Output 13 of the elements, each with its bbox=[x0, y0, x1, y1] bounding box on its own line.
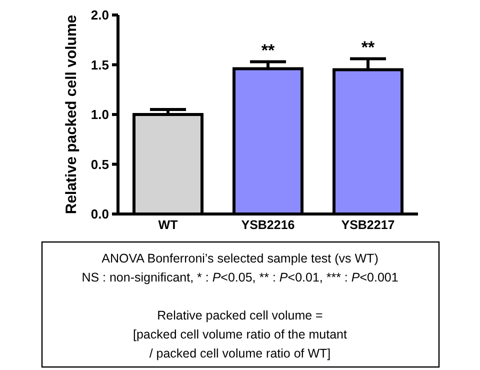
y-tick-label: 1.5 bbox=[90, 57, 109, 72]
annotation: ** bbox=[361, 38, 375, 57]
x-tick-label: WT bbox=[158, 218, 178, 232]
y-tick-label: 1.0 bbox=[90, 107, 109, 122]
x-tick-label: YSB2217 bbox=[341, 218, 395, 232]
y-tick-label: 0.0 bbox=[90, 206, 109, 222]
y-tick-label: 0.5 bbox=[90, 156, 109, 172]
text: ANOVA Bonferroni’s selected sample test (vs WT) NS : non-significant, * : P<0.05, ** : P<0.01, *** : P<0.001 bbox=[82, 251, 398, 284]
text: Relative packed cell volume = [packed cell volume ratio of the mutant / packed cell volume ratio of WT] bbox=[132, 308, 348, 360]
annotation: ** bbox=[261, 40, 275, 60]
x-tick-label: YSB2216 bbox=[241, 218, 295, 232]
y-tick-label: 2.0 bbox=[90, 8, 109, 23]
y-axis-title: Relative packed cell volume bbox=[63, 14, 80, 214]
